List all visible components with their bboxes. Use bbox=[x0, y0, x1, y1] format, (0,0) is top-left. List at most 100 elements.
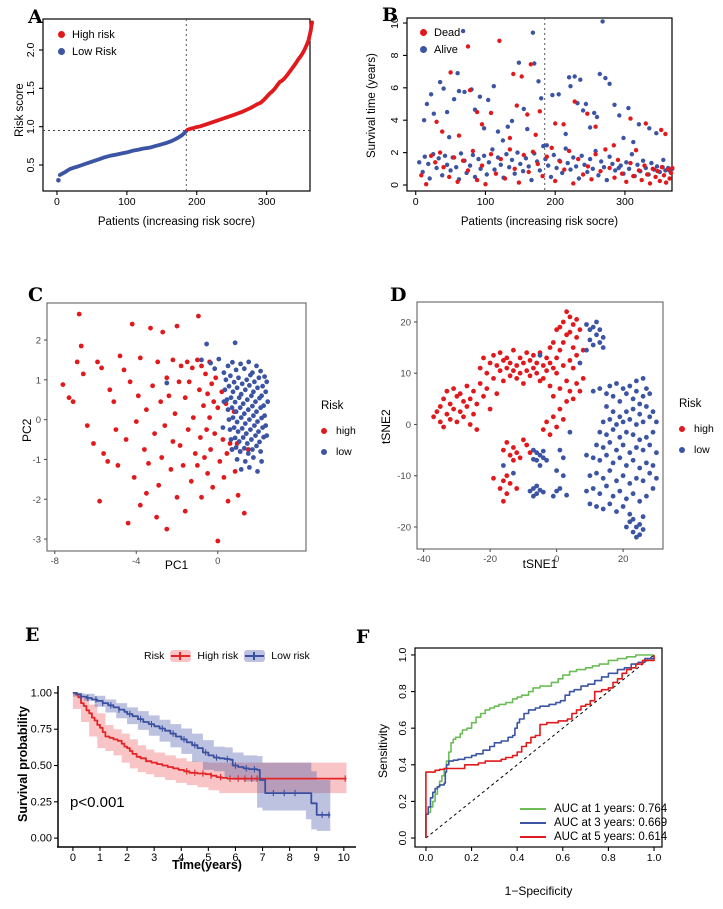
svg-text:0.8: 0.8 bbox=[397, 684, 409, 699]
panel-a-risk-score: 0 100 200 300 0.5 1.0 1.5 2.0 A Patients (incre… bbox=[8, 2, 358, 257]
legend: AUC at 1 years: 0.764 AUC at 3 years: 0.… bbox=[520, 802, 667, 844]
svg-text:6: 6 bbox=[232, 852, 238, 864]
svg-text:0.4: 0.4 bbox=[397, 757, 409, 772]
legend-item-auc-1yr: AUC at 1 years: 0.764 bbox=[520, 802, 667, 816]
svg-text:0.0: 0.0 bbox=[419, 852, 434, 864]
svg-text:20: 20 bbox=[618, 554, 629, 565]
legend-title: Risk bbox=[144, 650, 165, 662]
svg-text:0.75: 0.75 bbox=[31, 724, 52, 736]
p-value: p<0.001 bbox=[70, 794, 125, 811]
legend-label: high bbox=[694, 422, 714, 435]
legend-item-high: high bbox=[679, 418, 714, 439]
auc-3yr-line-icon bbox=[520, 822, 546, 824]
svg-text:1.0: 1.0 bbox=[397, 648, 409, 663]
low-risk-dot-icon bbox=[58, 48, 65, 55]
svg-text:0.6: 0.6 bbox=[397, 721, 409, 736]
svg-text:0.25: 0.25 bbox=[31, 796, 52, 808]
legend: Risk high low bbox=[679, 398, 714, 460]
panel-b-survival-time: 0 100 200 300 0 2 4 6 8 10 B Patients (increasing… bbox=[358, 2, 723, 257]
panel-label-a: A bbox=[28, 6, 43, 28]
panel-label-b: B bbox=[382, 4, 399, 26]
svg-text:1.00: 1.00 bbox=[31, 687, 52, 699]
svg-text:0.8: 0.8 bbox=[601, 852, 616, 864]
panel-c-pca: -8 -4 0 -3 -2 -1 0 1 2 C PC1 PC2 Risk high low bbox=[8, 272, 363, 584]
legend-label-low: Low risk bbox=[271, 650, 310, 662]
y-axis-title: Sensitivity bbox=[376, 723, 390, 778]
svg-text:-20: -20 bbox=[397, 522, 411, 533]
svg-text:0.5: 0.5 bbox=[25, 158, 37, 173]
low-dot-icon bbox=[321, 448, 327, 455]
alive-dot-icon bbox=[420, 46, 427, 53]
legend-item-low: low bbox=[679, 439, 714, 460]
svg-text:10: 10 bbox=[389, 17, 401, 29]
legend-label: Dead bbox=[434, 26, 461, 39]
svg-text:4: 4 bbox=[178, 852, 184, 864]
svg-text:2: 2 bbox=[124, 852, 130, 864]
svg-text:0.2: 0.2 bbox=[464, 852, 479, 864]
y-axis-title: tSNE2 bbox=[379, 409, 393, 444]
svg-text:9: 9 bbox=[314, 852, 320, 864]
legend: Dead Alive bbox=[420, 24, 460, 58]
panel-f-roc: 0.0 0.2 0.4 0.6 0.8 1.0 0.0 0.2 0.4 0.6 0.8 1.0 F 1… bbox=[352, 600, 723, 905]
legend-label: AUC at 3 years: 0.669 bbox=[554, 817, 668, 829]
svg-text:1.0: 1.0 bbox=[25, 119, 37, 134]
high-risk-swatch-icon bbox=[170, 650, 192, 662]
panel-label-f: F bbox=[356, 626, 370, 648]
auc-1yr-line-icon bbox=[520, 808, 546, 810]
legend-item-high: high bbox=[321, 420, 356, 441]
svg-text:3: 3 bbox=[151, 852, 157, 864]
risk-score-plot: 0 100 200 300 0.5 1.0 1.5 2.0 bbox=[25, 18, 314, 208]
svg-text:0: 0 bbox=[413, 196, 419, 208]
dead-dot-icon bbox=[420, 29, 427, 36]
legend: Risk High risk Low risk bbox=[144, 650, 310, 662]
svg-text:4: 4 bbox=[389, 117, 401, 123]
svg-text:200: 200 bbox=[546, 196, 564, 208]
svg-text:10: 10 bbox=[400, 369, 411, 380]
svg-text:0: 0 bbox=[70, 852, 76, 864]
tsne-plot: -40 -20 0 20 -20 -10 0 10 20 bbox=[397, 301, 664, 565]
legend: Risk high low bbox=[321, 400, 356, 462]
svg-text:100: 100 bbox=[477, 196, 495, 208]
panel-e-kaplan-meier: 0 1 2 3 4 5 6 7 8 9 10 0.00 0.25 0.50 0.75 1.00 E Risk … bbox=[8, 600, 360, 905]
svg-text:1: 1 bbox=[36, 375, 41, 386]
legend-label: Low Risk bbox=[72, 45, 117, 58]
low-risk-swatch-icon bbox=[244, 650, 266, 662]
svg-text:5: 5 bbox=[205, 852, 211, 864]
high-dot-icon bbox=[679, 425, 685, 432]
panel-label-d: D bbox=[390, 284, 407, 306]
svg-text:-20: -20 bbox=[483, 554, 497, 565]
svg-text:0: 0 bbox=[54, 196, 60, 208]
y-axis-title: PC2 bbox=[20, 418, 34, 442]
x-axis-title: Time(years) bbox=[172, 858, 242, 872]
survival-time-plot: 0 100 200 300 0 2 4 6 8 10 bbox=[389, 17, 675, 208]
legend-title: Risk bbox=[321, 400, 344, 412]
legend-item-auc-5yr: AUC at 5 years: 0.614 bbox=[520, 830, 667, 844]
svg-text:6: 6 bbox=[389, 85, 401, 91]
svg-text:0.50: 0.50 bbox=[31, 760, 52, 772]
svg-text:0: 0 bbox=[36, 415, 41, 426]
high-risk-dot-icon bbox=[58, 31, 65, 38]
svg-text:1.5: 1.5 bbox=[25, 81, 37, 96]
panel-label-e: E bbox=[25, 624, 40, 646]
svg-text:0.0: 0.0 bbox=[397, 831, 409, 846]
svg-text:200: 200 bbox=[188, 196, 206, 208]
svg-text:0.6: 0.6 bbox=[555, 852, 570, 864]
y-axis-title: Survival time (years) bbox=[366, 53, 378, 158]
svg-text:0.2: 0.2 bbox=[397, 794, 409, 809]
roc-plot: 0.0 0.2 0.4 0.6 0.8 1.0 0.0 0.2 0.4 0.6 0.8 1.0 bbox=[397, 647, 663, 864]
svg-text:7: 7 bbox=[259, 852, 265, 864]
x-axis-title: PC1 bbox=[164, 558, 189, 572]
x-axis-title: Patients (increasing risk socre) bbox=[97, 216, 256, 228]
svg-text:300: 300 bbox=[258, 196, 276, 208]
svg-text:-2: -2 bbox=[33, 495, 41, 506]
legend-label: low bbox=[694, 443, 710, 456]
legend-label: Alive bbox=[434, 43, 458, 56]
svg-text:-1: -1 bbox=[33, 455, 41, 466]
svg-text:0: 0 bbox=[389, 182, 401, 188]
svg-text:8: 8 bbox=[287, 852, 293, 864]
legend-item-auc-3yr: AUC at 3 years: 0.669 bbox=[520, 816, 667, 830]
svg-text:2: 2 bbox=[36, 336, 41, 347]
svg-text:0.4: 0.4 bbox=[510, 852, 525, 864]
x-axis-title: tSNE1 bbox=[522, 557, 558, 571]
legend-label: high bbox=[336, 424, 356, 437]
